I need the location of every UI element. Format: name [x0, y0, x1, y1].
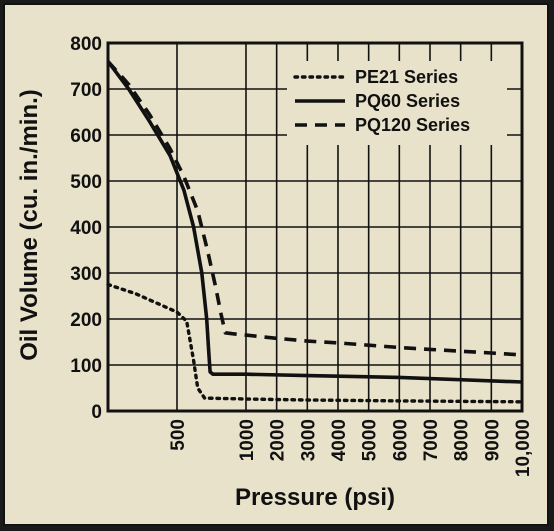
series-line-0: [106, 282, 524, 404]
series-lines: [106, 60, 524, 404]
x-tick-label-7000: 7000: [421, 419, 442, 461]
x-tick-label-10000: 10,000: [513, 419, 534, 477]
y-tick-label-0: 0: [91, 402, 102, 423]
legend-label-2: PQ120 Series: [355, 115, 470, 135]
y-tick-label-500: 500: [70, 172, 102, 193]
grid-lines: [108, 43, 522, 411]
y-tick-label-200: 200: [70, 310, 102, 331]
x-tick-label-6000: 6000: [390, 419, 411, 461]
legend-label-1: PQ60 Series: [355, 91, 460, 111]
x-tick-label-3000: 3000: [298, 419, 319, 461]
series-line-2: [106, 60, 523, 357]
y-tick-label-700: 700: [70, 80, 102, 101]
line-chart: PE21 Series PQ60 Series PQ120 Series 500 10…: [16, 34, 534, 511]
x-tick-label-8000: 8000: [452, 419, 473, 461]
y-axis-title: Oil Volume (cu. in./min.): [16, 89, 43, 361]
y-tick-label-300: 300: [70, 264, 102, 285]
chart-frame: PE21 Series PQ60 Series PQ120 Series 500 10…: [3, 3, 549, 526]
x-tick-label-1000: 1000: [237, 419, 258, 461]
y-tick-label-800: 800: [70, 34, 102, 55]
x-axis-title: Pressure (psi): [235, 484, 395, 511]
x-tick-label-2000: 2000: [268, 419, 289, 461]
x-tick-label-9000: 9000: [482, 419, 503, 461]
plot-border: [106, 41, 524, 413]
y-tick-label-400: 400: [70, 218, 102, 239]
x-tick-label-5000: 5000: [360, 419, 381, 461]
x-tick-label-4000: 4000: [329, 419, 350, 461]
x-tick-labels: 500 1000 2000 3000 4000 5000 6000 7000 8000 9000 1…: [168, 419, 534, 477]
y-tick-label-100: 100: [70, 356, 102, 377]
x-tick-label-500: 500: [168, 419, 189, 451]
legend: PE21 Series PQ60 Series PQ120 Series: [293, 67, 470, 135]
y-tick-labels: 0 100 200 300 400 500 600 700 800: [70, 34, 102, 423]
legend-background: [287, 61, 507, 145]
y-tick-label-600: 600: [70, 126, 102, 147]
legend-label-0: PE21 Series: [355, 67, 458, 87]
series-line-1: [106, 60, 523, 384]
